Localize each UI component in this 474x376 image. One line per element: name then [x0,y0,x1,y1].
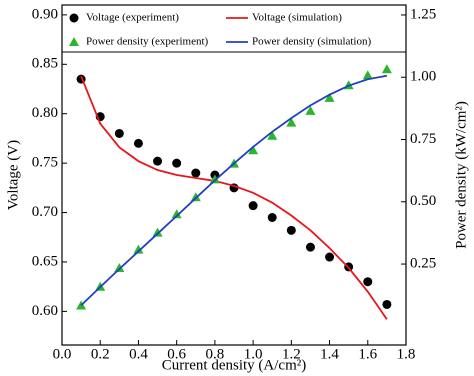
y2-tick-label: 1.00 [410,69,436,85]
triangle-marker [267,130,278,140]
triangle-marker [381,64,392,74]
y-tick-label: 0.80 [32,105,58,121]
circle-marker [248,201,258,211]
circle-marker [267,213,277,222]
circle-marker [172,158,182,168]
y2-tick-label: 0.75 [410,131,436,147]
circle-marker [363,277,373,287]
y2-tick-label: 0.50 [410,193,436,209]
triangle-marker [114,263,125,273]
legend-frame [61,4,407,53]
triangle-marker [286,117,297,127]
x-tick-label: 0.2 [91,346,110,362]
line [80,74,388,307]
triangle-marker [248,145,259,155]
circle-marker [191,168,201,178]
triangle-marker [171,209,182,219]
legend-swatch [69,13,79,23]
y-axis-label: Voltage (V) [5,140,21,210]
plot-frame [61,4,407,346]
legend-swatch [69,37,79,46]
circle-marker [133,138,143,148]
x-tick-label: 0.8 [206,346,225,362]
y2-tick-label: 1.25 [410,6,436,22]
x-tick-label: 1.2 [282,346,301,362]
circle-marker [305,242,315,252]
y-tick-label: 0.90 [32,6,58,22]
triangle-marker [362,70,373,80]
triangle-marker [152,227,163,237]
x-tick-label: 1.8 [397,346,416,362]
y-tick-label: 0.70 [32,204,58,220]
triangle-marker [324,92,335,102]
y-tick-label: 0.75 [32,155,58,171]
legend-label: Voltage (experiment) [86,12,179,24]
y2-tick-label: 0.25 [410,255,436,271]
legend: Voltage (experiment) Voltage (simulation)… [61,4,407,53]
y-tick-label: 0.65 [32,253,58,269]
legend-label: Power density (simulation) [252,36,371,48]
triangle-marker [305,105,316,115]
x-axis-label: Current density (A/cm²) [162,357,306,373]
y-tick-label: 0.85 [32,56,58,72]
circle-marker [286,225,296,235]
x-tick-label: 0.4 [129,346,148,362]
line [80,75,388,320]
legend-label: Voltage (simulation) [252,12,342,24]
triangle-marker [209,174,220,184]
x-tick-label: 0.0 [53,346,72,362]
circle-marker [114,128,124,138]
x-tick-label: 1.6 [358,346,377,362]
circle-marker [325,252,335,262]
x-tick-label: 0.6 [167,346,186,362]
circle-marker [153,156,163,166]
legend-label: Power density (experiment) [86,36,209,48]
triangle-marker [133,244,144,254]
x-tick-label: 1.0 [244,346,263,362]
y2-axis-label: Power density (kW/cm²) [453,101,469,249]
triangle-marker [190,192,201,202]
y-tick-label: 0.60 [32,303,58,319]
x-tick-label: 1.4 [320,346,339,362]
circle-marker [382,299,392,309]
